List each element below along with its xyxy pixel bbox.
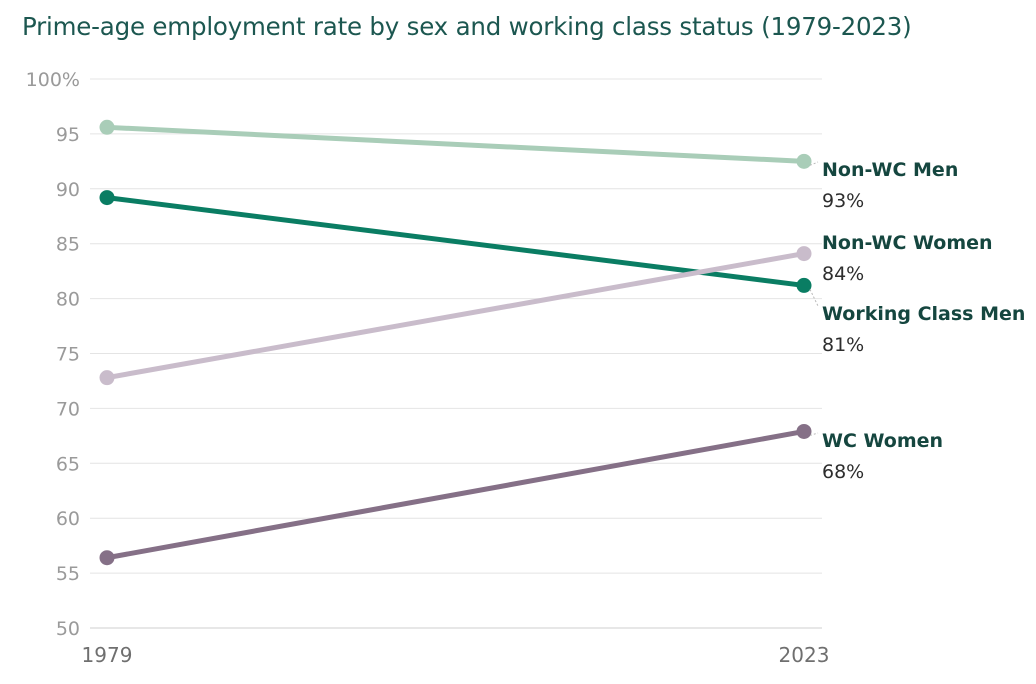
y-tick-label: 60 (56, 508, 80, 530)
x-tick-label: 1979 (82, 643, 133, 667)
chart-title: Prime-age employment rate by sex and wor… (22, 12, 912, 41)
series-label: Non-WC Women (822, 232, 993, 254)
series-line (104, 251, 807, 381)
data-point (99, 550, 115, 566)
series-end-value: 81% (822, 334, 864, 356)
y-tick-label: 75 (56, 344, 80, 366)
series-line (104, 428, 807, 561)
data-point (796, 153, 812, 169)
data-point (99, 119, 115, 135)
series-label: Working Class Men (822, 303, 1025, 325)
y-tick-label: 80 (56, 289, 80, 311)
series-end-value: 68% (822, 461, 864, 483)
data-point (99, 370, 115, 386)
data-point (796, 423, 812, 439)
series-line (104, 124, 807, 164)
x-tick-label: 2023 (779, 643, 830, 667)
data-point (796, 277, 812, 293)
series-end-value: 93% (822, 190, 864, 212)
leader-line (809, 289, 819, 307)
y-tick-label: 70 (56, 398, 80, 420)
y-tick-label: 95 (56, 124, 80, 146)
y-tick-label: 50 (56, 618, 80, 640)
leader-line (809, 161, 819, 166)
y-tick-label: 100% (26, 69, 80, 91)
leader-line (809, 432, 819, 436)
y-tick-label: 85 (56, 234, 80, 256)
series-label: Non-WC Men (822, 159, 958, 181)
y-tick-label: 90 (56, 179, 80, 201)
y-tick-label: 55 (56, 563, 80, 585)
data-point (796, 246, 812, 262)
series-label: WC Women (822, 430, 943, 452)
series-line (104, 195, 807, 288)
series-end-value: 84% (822, 263, 864, 285)
y-tick-label: 65 (56, 453, 80, 475)
data-point (99, 190, 115, 206)
